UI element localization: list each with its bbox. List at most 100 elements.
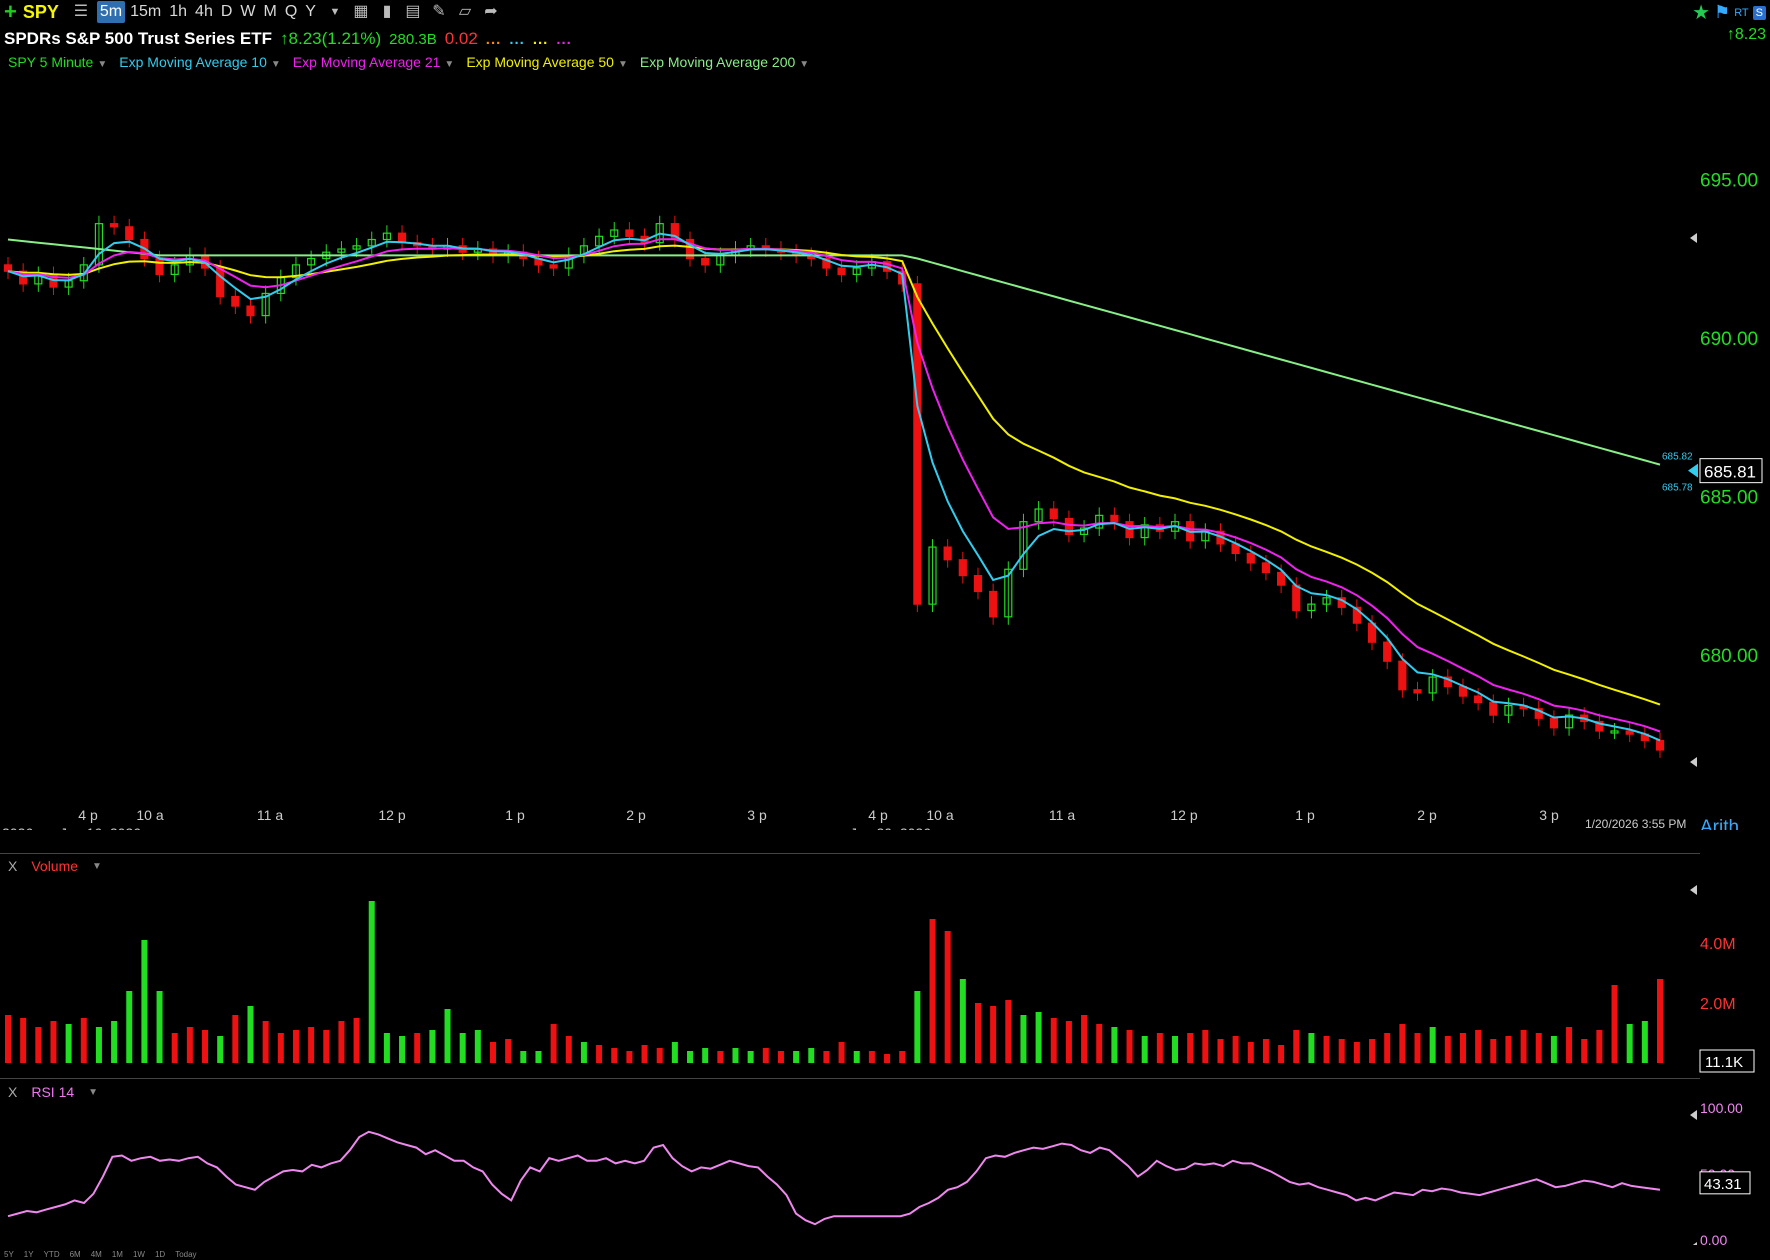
legend-item[interactable]: SPY 5 Minute ▼: [8, 54, 107, 70]
timeframe-today[interactable]: Today: [175, 1250, 197, 1259]
close-rsi-icon[interactable]: X: [8, 1084, 18, 1100]
candle[interactable]: [367, 231, 376, 254]
candle[interactable]: [1231, 535, 1240, 562]
timeframe-4m[interactable]: 4M: [90, 1250, 102, 1259]
candle[interactable]: [837, 260, 846, 283]
candle[interactable]: [973, 567, 983, 600]
candle[interactable]: [928, 539, 937, 613]
candle[interactable]: [746, 237, 755, 257]
candle[interactable]: [1504, 697, 1513, 724]
chevron-down-icon[interactable]: ▼: [97, 59, 108, 70]
add-symbol-icon[interactable]: +: [4, 0, 17, 24]
candle[interactable]: [989, 583, 998, 625]
interval-q[interactable]: Q: [284, 3, 298, 20]
timeframe-6m[interactable]: 6M: [69, 1250, 81, 1259]
candle[interactable]: [231, 288, 240, 315]
candle[interactable]: [1458, 678, 1468, 705]
candle[interactable]: [1549, 710, 1559, 736]
candle[interactable]: [1383, 634, 1392, 670]
close-volume-icon[interactable]: X: [8, 858, 18, 874]
chevron-down-icon[interactable]: ▼: [617, 59, 628, 70]
chevron-down-icon[interactable]: ▼: [444, 59, 455, 70]
candle[interactable]: [382, 225, 391, 248]
timeframe-5y[interactable]: 5Y: [4, 1250, 14, 1259]
candle[interactable]: [1534, 700, 1543, 727]
candle[interactable]: [1201, 523, 1210, 549]
calculator-icon[interactable]: ▤: [405, 3, 421, 20]
book-icon[interactable]: ▱: [458, 3, 472, 20]
legend-item[interactable]: Exp Moving Average 10 ▼: [119, 54, 281, 70]
interval-w[interactable]: W: [240, 3, 256, 20]
chevron-down-icon[interactable]: ▼: [329, 6, 341, 18]
candle[interactable]: [958, 551, 967, 584]
interval-y[interactable]: Y: [305, 3, 316, 20]
interval-4h[interactable]: 4h: [195, 3, 213, 20]
chevron-down-icon[interactable]: ▼: [92, 860, 102, 872]
candle[interactable]: [428, 237, 437, 257]
timeframe-1m[interactable]: 1M: [111, 1250, 123, 1259]
candle[interactable]: [1564, 707, 1574, 736]
account-icon[interactable]: S: [1752, 5, 1766, 20]
chevron-down-icon[interactable]: ▼: [799, 59, 810, 70]
candle[interactable]: [34, 266, 43, 292]
candle[interactable]: [64, 272, 73, 295]
candle[interactable]: [1307, 596, 1316, 619]
candle[interactable]: [1095, 507, 1104, 536]
chevron-down-icon[interactable]: ▼: [270, 59, 281, 70]
list-icon[interactable]: ☰: [73, 3, 89, 20]
interval-1h[interactable]: 1h: [169, 3, 188, 20]
candle[interactable]: [594, 228, 604, 254]
timeframe-1y[interactable]: 1Y: [23, 1250, 34, 1259]
scroll-up-icon[interactable]: [1690, 233, 1697, 243]
timeframe-ytd[interactable]: YTD: [43, 1250, 60, 1259]
candle[interactable]: [701, 250, 710, 273]
candle[interactable]: [397, 225, 407, 251]
timeframe-1d[interactable]: 1D: [154, 1250, 166, 1259]
candle[interactable]: [1064, 510, 1074, 543]
candle[interactable]: [1004, 561, 1013, 625]
candle[interactable]: [1140, 516, 1149, 546]
star-icon[interactable]: ★: [1692, 2, 1711, 24]
candle[interactable]: [761, 237, 770, 257]
legend-item[interactable]: Exp Moving Average 50 ▼: [466, 54, 628, 70]
chart-type-icon[interactable]: ▦: [353, 3, 369, 20]
candle[interactable]: [1443, 669, 1452, 695]
interval-m[interactable]: M: [263, 3, 277, 20]
candle[interactable]: [19, 263, 28, 292]
candle[interactable]: [1595, 713, 1604, 739]
interval-15m[interactable]: 15m: [130, 3, 162, 20]
candle[interactable]: [716, 247, 725, 273]
symbol-field[interactable]: SPY: [22, 1, 59, 22]
pencil-icon[interactable]: ✎: [432, 3, 446, 20]
candle[interactable]: [246, 298, 255, 324]
candle[interactable]: [1019, 513, 1028, 578]
timeframe-1w[interactable]: 1W: [132, 1250, 145, 1259]
candle[interactable]: [564, 247, 573, 276]
scale-label[interactable]: Arith: [1700, 817, 1739, 830]
candle[interactable]: [943, 539, 952, 568]
candle[interactable]: [1352, 599, 1361, 632]
candle[interactable]: [473, 241, 482, 261]
candle[interactable]: [1110, 507, 1119, 530]
legend-item[interactable]: Exp Moving Average 200 ▼: [640, 54, 809, 70]
candle[interactable]: [1246, 545, 1255, 571]
candle[interactable]: [852, 260, 861, 283]
share-icon[interactable]: ➦: [484, 3, 498, 20]
candle[interactable]: [1489, 694, 1498, 724]
candle[interactable]: [685, 231, 695, 267]
candle[interactable]: [1398, 653, 1407, 698]
bar-chart-icon[interactable]: ▮: [382, 3, 392, 20]
candle[interactable]: [1034, 501, 1043, 530]
flag-icon[interactable]: ⚑: [1714, 2, 1731, 22]
candle[interactable]: [307, 250, 316, 273]
interval-5m[interactable]: 5m: [96, 1, 126, 23]
candle[interactable]: [1655, 732, 1665, 758]
candle[interactable]: [1413, 681, 1422, 701]
legend-item[interactable]: Exp Moving Average 21 ▼: [293, 54, 455, 70]
candle[interactable]: [625, 222, 634, 245]
scroll-up-icon[interactable]: [1690, 885, 1697, 895]
candle[interactable]: [1079, 520, 1089, 543]
scroll-down-icon[interactable]: [1690, 1242, 1697, 1245]
candle[interactable]: [579, 237, 589, 264]
